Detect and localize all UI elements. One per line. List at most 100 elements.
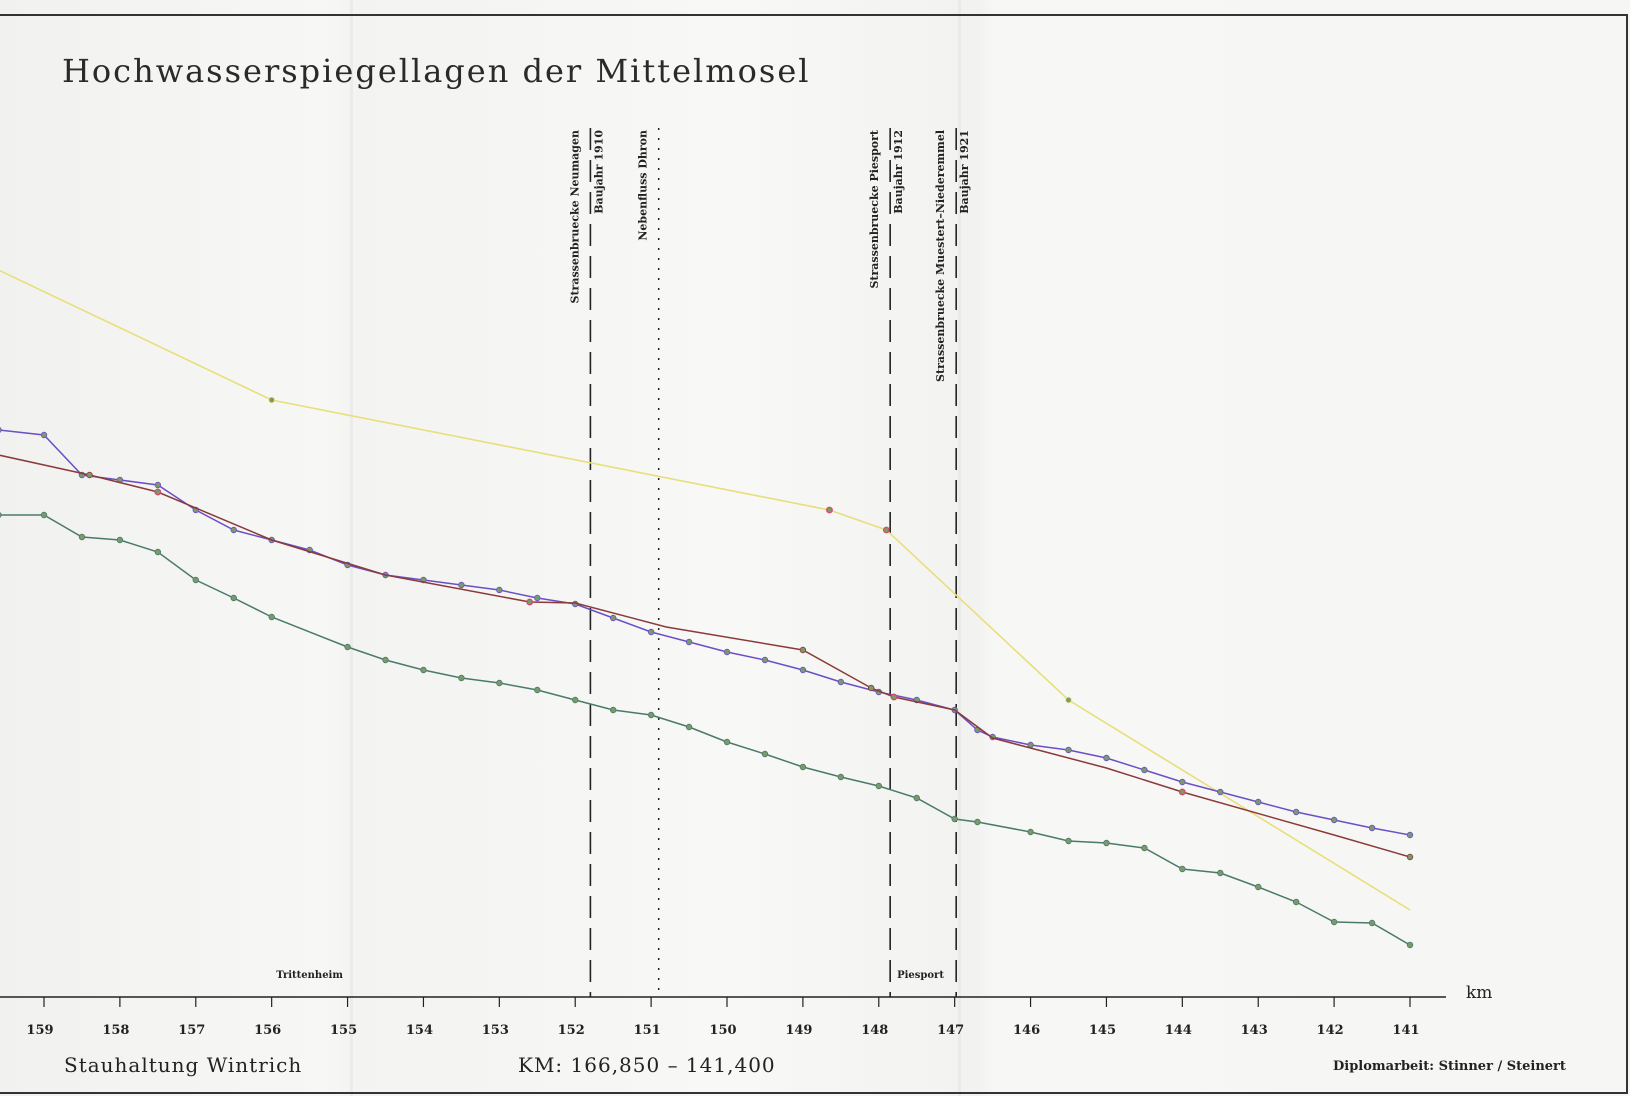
structure-label-4-1: Strassenbruecke Muestert–Niederemmel (934, 130, 947, 382)
structure-label-3-1: Strassenbruecke Piesport (868, 129, 881, 288)
point-green-4 (116, 536, 124, 544)
point-purple-23 (837, 678, 845, 686)
x-axis-label: km (1466, 983, 1492, 1003)
series-line-brown (0, 454, 1411, 858)
x-axis: 159 158 157 156 155 154 153 152 151 150 149 148 147 1… (0, 983, 1492, 1038)
point-green-9 (344, 643, 351, 651)
point-green-32 (1217, 869, 1224, 877)
point-green-15 (572, 696, 579, 704)
point-green-5 (154, 548, 162, 556)
point-purple-22 (799, 666, 807, 674)
point-red-4 (882, 526, 890, 534)
frame-border-top (0, 14, 1628, 16)
footer-credit: Diplomarbeit: Stinner / Steinert (1333, 1059, 1566, 1074)
x-tick-label-159: 159 (26, 1023, 53, 1038)
frame-border-right (1626, 14, 1628, 1094)
point-red-1 (154, 488, 162, 496)
point-green-35 (1330, 918, 1338, 926)
x-tick-label-153: 153 (482, 1023, 509, 1038)
point-green-29 (1103, 839, 1110, 847)
point-purple-1 (0, 427, 2, 433)
point-purple-18 (647, 628, 655, 636)
x-tick-label-146: 146 (1013, 1023, 1040, 1038)
point-green-14 (534, 686, 541, 694)
point-green-30 (1141, 844, 1148, 852)
point-green-37 (1406, 941, 1414, 949)
point-purple-21 (761, 656, 769, 664)
point-green-34 (1292, 898, 1300, 906)
point-green-25 (951, 815, 958, 823)
point-green-6 (192, 576, 199, 584)
point-purple-38 (1368, 824, 1376, 832)
point-brown-1 (86, 471, 93, 479)
point-brown-4 (799, 646, 807, 654)
point-green-8 (268, 613, 275, 621)
point-green-33 (1255, 883, 1262, 891)
x-tick-label-154: 154 (406, 1023, 433, 1038)
x-tick-label-155: 155 (330, 1023, 357, 1038)
point-green-18 (685, 723, 693, 731)
point-green-22 (837, 773, 845, 781)
series-line-yellow (0, 269, 1411, 911)
point-green-3 (78, 533, 86, 541)
point-green-13 (496, 679, 503, 687)
footer-reach-name: Stauhaltung Wintrich (64, 1053, 303, 1077)
x-tick-label-158: 158 (102, 1023, 129, 1038)
point-green-16 (609, 706, 617, 714)
structure-label-3-2: Baujahr 1912 (892, 130, 905, 214)
point-red-5 (890, 693, 898, 701)
point-purple-36 (1292, 808, 1300, 816)
point-red-3 (826, 506, 833, 514)
point-purple-32 (1141, 766, 1148, 774)
point-green-20 (761, 750, 769, 758)
x-tick-label-142: 142 (1317, 1023, 1344, 1038)
series-line-green (0, 514, 1411, 946)
point-green-28 (1065, 837, 1072, 845)
point-purple-15 (534, 594, 541, 602)
point-green-11 (420, 666, 427, 674)
structure-label-1-1: Strassenbruecke Neumagen (568, 130, 581, 303)
point-brown-5 (867, 684, 875, 692)
point-red-2 (526, 598, 534, 606)
structure-label-4-2: Baujahr 1921 (958, 130, 971, 214)
point-green-27 (1027, 828, 1034, 836)
point-green-23 (875, 782, 882, 790)
point-green-1 (0, 512, 2, 518)
point-purple-39 (1406, 831, 1414, 839)
point-yellow-1 (268, 396, 275, 404)
x-tick-label-143: 143 (1241, 1023, 1268, 1038)
point-purple-14 (496, 586, 503, 594)
point-green-2 (40, 511, 48, 519)
point-purple-31 (1103, 754, 1110, 762)
x-tick-label-151: 151 (634, 1023, 661, 1038)
point-purple-7 (230, 526, 237, 534)
point-purple-35 (1255, 798, 1262, 806)
point-purple-5 (154, 481, 162, 489)
point-yellow-4 (1065, 696, 1072, 704)
point-green-24 (913, 794, 920, 802)
point-red-6 (1178, 788, 1186, 796)
point-green-12 (458, 674, 465, 682)
place-labels: Trittenheim Piesport (276, 970, 944, 981)
x-tick-label-152: 152 (558, 1023, 585, 1038)
point-brown-8 (1406, 853, 1414, 861)
x-tick-label-147: 147 (937, 1023, 964, 1038)
footer-km-range: KM: 166,850 – 141,400 (518, 1053, 776, 1077)
point-green-31 (1179, 865, 1186, 873)
place-label-piesport: Piesport (897, 970, 944, 981)
point-green-26 (974, 818, 981, 826)
x-tick-label-149: 149 (785, 1023, 812, 1038)
point-green-10 (382, 656, 389, 664)
point-purple-13 (458, 581, 465, 589)
point-purple-37 (1330, 816, 1338, 824)
frame-border-bottom (0, 1092, 1628, 1094)
x-tick-label-150: 150 (709, 1023, 736, 1038)
point-green-7 (230, 594, 237, 602)
x-tick-label-156: 156 (254, 1023, 281, 1038)
point-purple-19 (685, 638, 693, 646)
point-purple-33 (1179, 778, 1186, 786)
point-purple-20 (723, 648, 731, 656)
structure-lines: Strassenbruecke Neumagen Baujahr 1910 Nebe… (568, 128, 971, 997)
x-tick-label-148: 148 (861, 1023, 888, 1038)
